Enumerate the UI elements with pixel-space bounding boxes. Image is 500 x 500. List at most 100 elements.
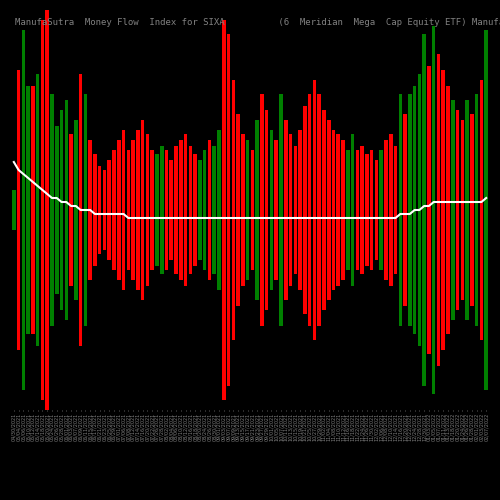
Bar <box>212 146 216 274</box>
Bar <box>470 114 474 306</box>
Bar <box>241 134 244 286</box>
Bar <box>26 86 30 334</box>
Bar <box>475 94 478 326</box>
Bar <box>194 154 197 266</box>
Bar <box>141 120 144 300</box>
Bar <box>84 94 87 326</box>
Bar <box>394 146 398 274</box>
Bar <box>22 30 25 390</box>
Bar <box>466 100 469 320</box>
Bar <box>289 134 292 286</box>
Bar <box>136 130 140 290</box>
Bar <box>188 146 192 274</box>
Bar <box>79 74 82 346</box>
Bar <box>98 166 102 254</box>
Bar <box>74 120 78 300</box>
Bar <box>265 110 268 310</box>
Bar <box>179 140 182 280</box>
Bar <box>150 150 154 270</box>
Bar <box>208 140 211 280</box>
Bar <box>308 94 312 326</box>
Bar <box>93 154 96 266</box>
Bar <box>484 30 488 390</box>
Bar <box>284 120 288 300</box>
Bar <box>389 134 392 286</box>
Bar <box>332 130 336 290</box>
Bar <box>322 110 326 310</box>
Bar <box>480 80 483 340</box>
Bar <box>398 94 402 326</box>
Bar <box>203 150 206 270</box>
Bar <box>64 100 68 320</box>
Bar <box>112 150 116 270</box>
Bar <box>436 54 440 366</box>
Bar <box>451 100 454 320</box>
Bar <box>298 130 302 290</box>
Bar <box>226 34 230 386</box>
Bar <box>427 66 430 354</box>
Bar <box>36 74 40 346</box>
Bar <box>413 86 416 334</box>
Bar <box>222 20 226 400</box>
Bar <box>40 20 44 400</box>
Bar <box>146 134 149 286</box>
Bar <box>460 120 464 300</box>
Bar <box>312 80 316 340</box>
Bar <box>336 134 340 286</box>
Bar <box>184 134 188 286</box>
Bar <box>327 120 330 300</box>
Bar <box>70 134 73 286</box>
Bar <box>170 160 173 260</box>
Bar <box>342 140 345 280</box>
Bar <box>384 140 388 280</box>
Bar <box>318 94 321 326</box>
Bar <box>422 34 426 386</box>
Bar <box>351 134 354 286</box>
Bar <box>236 114 240 306</box>
Bar <box>294 146 297 274</box>
Bar <box>164 150 168 270</box>
Bar <box>270 130 274 290</box>
Bar <box>404 114 407 306</box>
Bar <box>442 70 445 350</box>
Bar <box>160 146 164 274</box>
Bar <box>60 110 64 310</box>
Bar <box>122 130 126 290</box>
Text: ManufaSutra  Money Flow  Index for SIXA          (6  Meridian  Mega  Cap Equity : ManufaSutra Money Flow Index for SIXA (6… <box>15 18 500 27</box>
Bar <box>174 146 178 274</box>
Bar <box>246 140 250 280</box>
Bar <box>155 154 158 266</box>
Bar <box>370 150 374 270</box>
Bar <box>446 86 450 334</box>
Bar <box>356 150 359 270</box>
Bar <box>418 74 421 346</box>
Bar <box>380 150 383 270</box>
Bar <box>117 140 120 280</box>
Bar <box>374 160 378 260</box>
Bar <box>432 26 436 394</box>
Bar <box>232 80 235 340</box>
Bar <box>303 106 306 314</box>
Bar <box>217 130 221 290</box>
Bar <box>260 94 264 326</box>
Bar <box>274 140 278 280</box>
Bar <box>46 10 49 410</box>
Bar <box>360 146 364 274</box>
Bar <box>456 110 460 310</box>
Bar <box>88 140 92 280</box>
Bar <box>17 70 20 350</box>
Bar <box>50 94 54 326</box>
Bar <box>198 160 202 260</box>
Bar <box>12 190 16 230</box>
Bar <box>108 160 111 260</box>
Bar <box>132 140 135 280</box>
Bar <box>256 120 259 300</box>
Bar <box>126 150 130 270</box>
Bar <box>365 154 368 266</box>
Bar <box>279 94 283 326</box>
Bar <box>31 86 34 334</box>
Bar <box>408 94 412 326</box>
Bar <box>250 150 254 270</box>
Bar <box>55 126 58 294</box>
Bar <box>346 150 350 270</box>
